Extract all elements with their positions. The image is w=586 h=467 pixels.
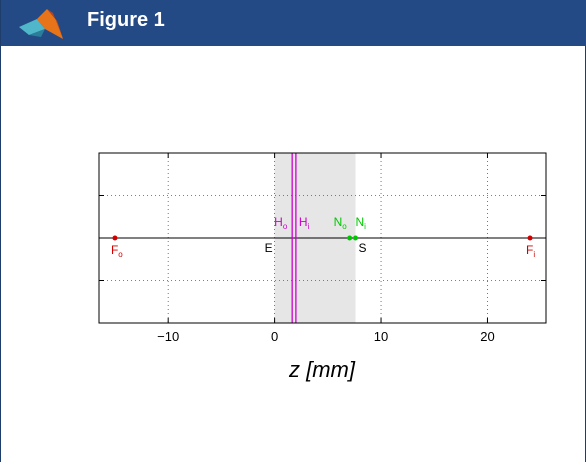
point-marker [347,235,353,241]
x-tick-label: 0 [271,329,278,344]
x-tick-label: −10 [157,329,179,344]
x-tick-label: 20 [480,329,494,344]
point-label: Ni [355,215,366,231]
principal-plane-label: Hi [299,215,310,231]
x-tick-label: 10 [374,329,388,344]
plot-svg: Ho Hi Fo Fi No Ni E S −10 0 10 20 z [mm] [98,152,547,382]
title-bar[interactable]: Figure 1 [1,0,586,46]
point-label: Fo [111,243,123,259]
surface-label: S [358,241,366,255]
point-marker [527,235,533,241]
figure-canvas: Ho Hi Fo Fi No Ni E S −10 0 10 20 z [mm] [1,46,586,462]
point-marker [112,235,118,241]
window-title: Figure 1 [87,9,165,31]
point-marker [352,235,358,241]
principal-plane-label: Ho [274,215,288,231]
point-label: No [334,215,348,231]
point-label: Fi [526,243,535,259]
matlab-logo-icon [19,9,63,39]
axes-frame [98,152,547,324]
surface-label: E [265,241,273,255]
x-axis-label: z [mm] [288,357,356,382]
